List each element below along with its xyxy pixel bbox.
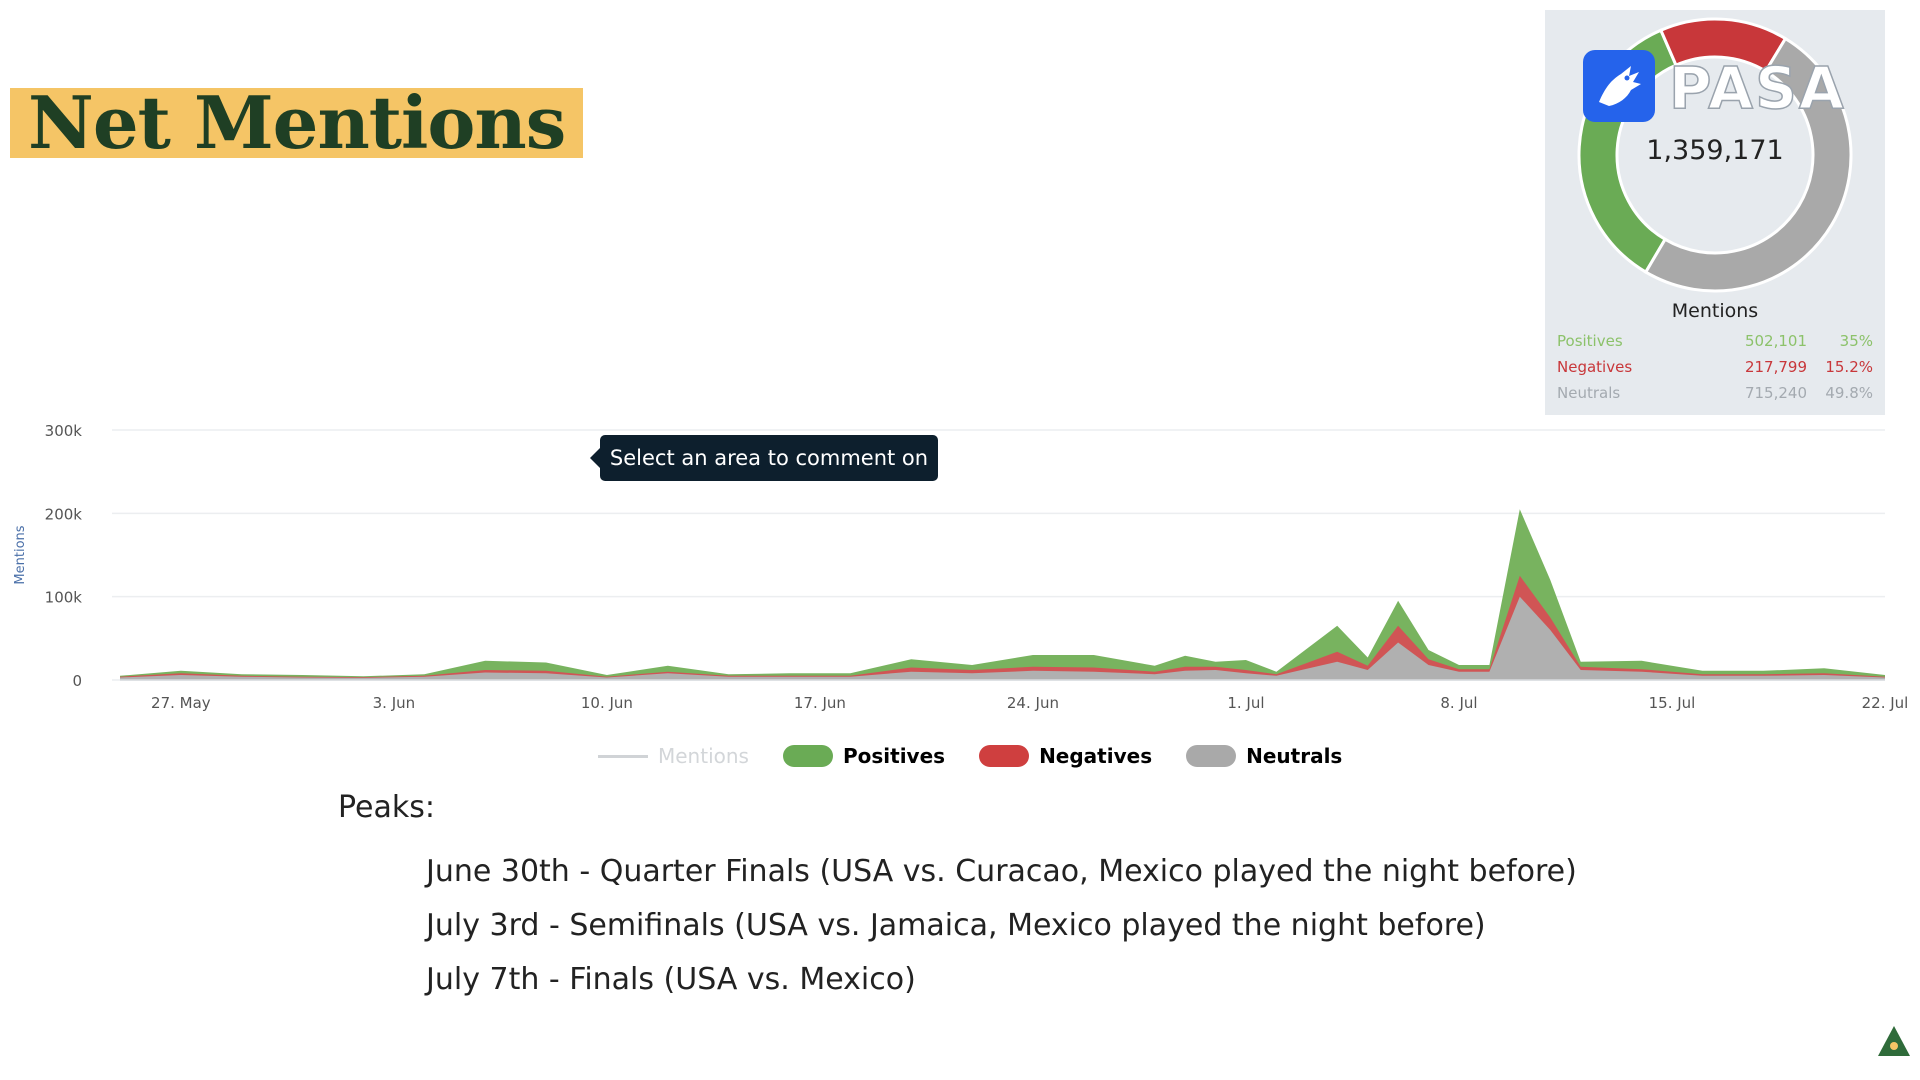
page-title: Net Mentions: [28, 80, 566, 165]
legend-item-negatives[interactable]: Negatives: [979, 744, 1152, 768]
x-tick-label: 17. Jun: [794, 694, 846, 712]
legend-swatch-neutrals: [1186, 745, 1237, 767]
stat-percent: 49.8%: [1825, 384, 1873, 402]
legend-line-swatch: [598, 754, 648, 758]
notes-heading: Peaks:: [338, 790, 435, 825]
x-tick-label: 15. Jul: [1649, 694, 1696, 712]
legend-swatch-negatives: [979, 745, 1030, 767]
stat-value: 502,101: [1744, 332, 1807, 350]
comment-tooltip: Select an area to comment on: [590, 435, 938, 481]
donut-slice-neutrals: [1643, 36, 1853, 293]
x-tick-label: 3. Jun: [373, 694, 416, 712]
x-tick-label: 22. Jul: [1862, 694, 1909, 712]
donut-total-value: 1,359,171: [1646, 135, 1784, 166]
stat-name: Negatives: [1557, 358, 1633, 376]
legend-label: Mentions: [658, 744, 749, 768]
stat-name: Neutrals: [1557, 384, 1621, 402]
pasa-logo-text: PASA: [1668, 53, 1846, 123]
y-tick-label: 100k: [45, 589, 83, 607]
stat-percent: 35%: [1839, 332, 1873, 350]
x-tick-label: 1. Jul: [1227, 694, 1264, 712]
stat-row-positives: Positives 502,101 35%: [1557, 332, 1873, 354]
stat-row-neutrals: Neutrals 715,240 49.8%: [1557, 384, 1873, 406]
note-item: July 7th - Finals (USA vs. Mexico): [426, 962, 916, 997]
mentions-summary-card: PASA 1,359,171 Mentions Positives 502,10…: [1545, 10, 1885, 415]
legend-label: Positives: [842, 744, 946, 768]
stat-percent: 15.2%: [1825, 358, 1873, 376]
slide-logo-icon: [1878, 1026, 1910, 1056]
donut-label: Mentions: [1671, 300, 1759, 322]
legend-item-positives[interactable]: Positives: [782, 744, 946, 768]
note-item: June 30th - Quarter Finals (USA vs. Cura…: [426, 854, 1577, 889]
y-tick-label: 0: [72, 672, 82, 690]
x-tick-label: 24. Jun: [1007, 694, 1059, 712]
stat-value: 217,799: [1744, 358, 1807, 376]
chart-legend: Mentions Positives Negatives Neutrals: [598, 742, 1376, 770]
area-series-neutrals: [120, 596, 1885, 680]
area-series-positives: [120, 509, 1885, 680]
legend-swatch-positives: [782, 745, 833, 767]
x-tick-label: 27. May: [151, 694, 211, 712]
legend-item-mentions[interactable]: Mentions: [598, 744, 749, 768]
x-tick-label: 10. Jun: [581, 694, 633, 712]
y-tick-label: 300k: [45, 422, 83, 440]
note-item: July 3rd - Semifinals (USA vs. Jamaica, …: [426, 908, 1486, 943]
x-tick-label: 8. Jul: [1440, 694, 1477, 712]
y-tick-label: 200k: [45, 505, 83, 523]
dragon-logo-icon: [1583, 50, 1655, 122]
peaks-notes: Peaks: June 30th - Quarter Finals (USA v…: [338, 790, 1577, 1007]
mentions-area-chart[interactable]: 0 100k 200k 300k Mentions 27. May 3. Jun 10. Ju…: [0, 400, 1920, 730]
stat-row-negatives: Negatives 217,799 15.2%: [1557, 358, 1873, 380]
legend-item-neutrals[interactable]: Neutrals: [1186, 744, 1342, 768]
legend-label: Negatives: [1039, 744, 1153, 768]
title-highlight: Net Mentions: [10, 80, 584, 165]
stat-name: Positives: [1557, 332, 1623, 350]
y-axis-label: Mentions: [13, 525, 28, 584]
legend-label: Neutrals: [1246, 744, 1343, 768]
pasa-logo: PASA: [1583, 50, 1863, 136]
stat-value: 715,240: [1744, 384, 1807, 402]
